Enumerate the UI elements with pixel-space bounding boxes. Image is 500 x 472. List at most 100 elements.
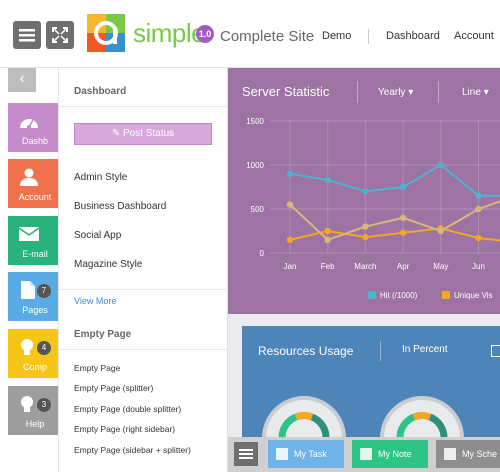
y-tick-label: 1000 (246, 161, 264, 170)
menu-divider (59, 106, 229, 107)
chart-type-value: Line (462, 87, 481, 98)
logo-subtitle: Complete Site (220, 28, 315, 45)
y-tick-label: 0 (260, 249, 265, 258)
data-point (324, 176, 331, 184)
panel-subtitle: In Percent (402, 344, 448, 355)
sidebar-item-help[interactable]: 3 Help (8, 386, 58, 435)
legend-label: Hit (/1000) (380, 291, 418, 300)
series-line (289, 227, 500, 242)
x-tick-label: May (433, 262, 448, 271)
view-more-link[interactable]: View More (74, 296, 117, 306)
sidebar-item-label: Pages (22, 305, 48, 315)
menu-item-admin-style[interactable]: Admin Style (74, 172, 128, 183)
chart-type-dropdown[interactable]: Line ▾ (462, 87, 489, 98)
period-dropdown[interactable]: Yearly ▾ (378, 87, 413, 98)
task-label: My Task (294, 449, 327, 459)
data-point (475, 234, 482, 242)
menu-item-business-dashboard[interactable]: Business Dashboard (74, 201, 167, 212)
sidebar-item-components[interactable]: 4 Comp (8, 329, 58, 378)
sidebar-item-label: Account (18, 192, 52, 202)
post-status-button[interactable]: ✎ Post Status (74, 123, 212, 145)
menu-item-empty-sidebar-splitter[interactable]: Empty Page (sidebar + splitter) (74, 445, 191, 455)
data-point (286, 236, 294, 243)
data-point (475, 192, 482, 199)
panel-option-checkbox[interactable] (491, 345, 500, 357)
fullscreen-icon[interactable] (46, 21, 74, 49)
task-my-task[interactable]: My Task (268, 440, 344, 468)
x-tick-label: Jun (472, 262, 485, 271)
y-tick-label: 1500 (246, 117, 264, 126)
data-point (437, 227, 444, 235)
task-label: My Note (378, 449, 412, 459)
data-point (399, 229, 407, 236)
sidebar-item-label: Help (25, 419, 45, 429)
x-tick-label: Apr (397, 262, 410, 271)
sidebar-item-label: Comp (22, 362, 47, 372)
sidebar-item-account[interactable]: Account (8, 159, 58, 208)
version-badge: 1.0 (196, 25, 214, 43)
menu-heading: Dashboard (74, 86, 127, 97)
menu-item-empty-page[interactable]: Empty Page (74, 363, 121, 373)
note-icon (360, 447, 372, 460)
legend-swatch (368, 291, 376, 299)
menu-divider (59, 289, 229, 290)
nav-link-dashboard[interactable]: Dashboard (386, 30, 440, 42)
lightbulb-icon (21, 339, 33, 355)
top-bar: simple 1.0 Complete Site Demo Dashboard … (0, 0, 500, 68)
data-point (437, 161, 444, 169)
nav-divider (368, 29, 369, 44)
legend-swatch (442, 291, 450, 299)
task-my-note[interactable]: My Note (352, 440, 428, 468)
edit-icon: ✎ (111, 128, 124, 139)
data-point (475, 205, 482, 213)
menu-item-empty-double-splitter[interactable]: Empty Page (double splitter) (74, 404, 182, 414)
task-my-schedule[interactable]: My Sche (436, 440, 500, 468)
page-icon (21, 281, 35, 299)
caret-down-icon: ▾ (483, 87, 489, 98)
menu-icon[interactable] (13, 21, 41, 49)
menu-item-empty-right-sidebar[interactable]: Empty Page (right sidebar) (74, 424, 176, 434)
nav-link-demo[interactable]: Demo (322, 30, 352, 42)
task-icon (276, 447, 288, 460)
nav-link-account[interactable]: Account (454, 30, 494, 42)
data-point (362, 233, 369, 241)
calendar-icon (444, 447, 456, 460)
data-point (286, 170, 294, 177)
logo-wordmark: simple (133, 18, 206, 48)
x-tick-label: Jan (284, 262, 297, 271)
empty-page-heading: Empty Page (74, 329, 132, 340)
sidebar-item-pages[interactable]: 7 Pages (8, 272, 58, 321)
data-point (362, 188, 369, 195)
menu-icon[interactable] (234, 442, 258, 466)
x-tick-label: Feb (321, 262, 335, 271)
menu-item-social-app[interactable]: Social App (74, 230, 122, 241)
data-point (362, 223, 369, 230)
pages-count-badge: 7 (37, 284, 51, 298)
collapse-arrow-icon[interactable]: ‹ (8, 68, 36, 92)
icon-sidebar: ‹ Dashb Account E-mail 7 Pages 4 Comp (0, 68, 58, 472)
sidebar-item-label: Dashb (21, 136, 48, 146)
server-statistic-chart: 150010005000JanFebMarchAprMayJunJulHit (… (246, 117, 500, 300)
post-status-label: Post Status (123, 128, 175, 139)
dashboard-menu: Dashboard ✎ Post Status Admin Style Busi… (58, 68, 229, 472)
panel-divider (357, 81, 358, 103)
menu-item-empty-splitter[interactable]: Empty Page (splitter) (74, 383, 154, 393)
data-point (324, 227, 331, 235)
panel-title: Resources Usage (258, 344, 354, 358)
series-line (289, 163, 500, 197)
menu-divider (59, 349, 229, 350)
sidebar-item-label: E-mail (22, 249, 48, 259)
user-icon (20, 168, 38, 186)
components-count-badge: 4 (37, 341, 51, 355)
sidebar-item-dashboard[interactable]: Dashb (8, 103, 58, 152)
data-point (286, 201, 294, 208)
help-count-badge: 3 (37, 398, 51, 412)
logo-icon (87, 14, 125, 52)
data-point (399, 183, 407, 191)
task-label: My Sche (462, 449, 498, 459)
task-bar: My Task My Note My Sche (228, 437, 500, 472)
data-point (324, 236, 331, 243)
data-point (399, 214, 407, 221)
menu-item-magazine-style[interactable]: Magazine Style (74, 259, 143, 270)
sidebar-item-email[interactable]: E-mail (8, 216, 58, 265)
